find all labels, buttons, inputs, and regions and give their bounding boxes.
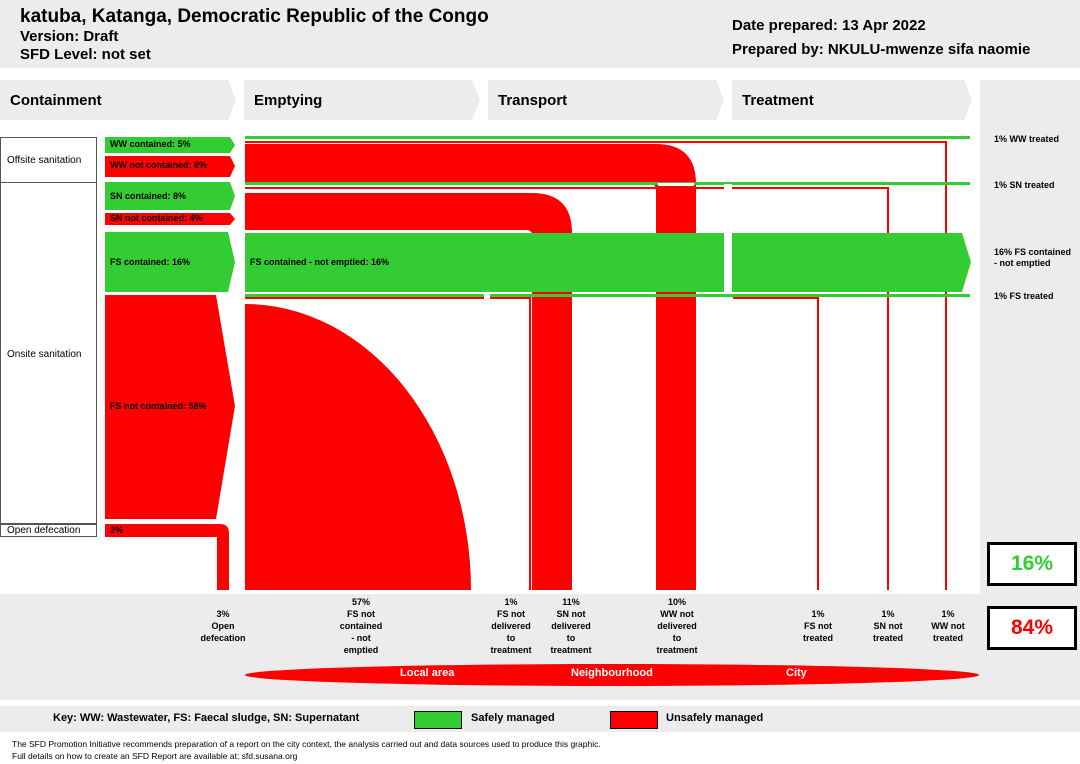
- safe-total: 16%: [987, 542, 1077, 586]
- sfd-level-label: SFD Level: not set: [20, 46, 151, 63]
- sn-not-contained-flow: [245, 193, 572, 590]
- zone-neighbourhood: Neighbourhood: [571, 667, 653, 679]
- outcome-label-sn-not-delivered: 11% SN not delivered to treatment: [550, 597, 592, 655]
- header-band: [0, 0, 1080, 68]
- sn-contained-arrow: [105, 182, 235, 210]
- fs-not-emptied-label: 16% FS contained - not emptied: [994, 247, 1072, 268]
- sn-not-contained-label: SN not contained: 4%: [110, 213, 203, 223]
- header-right: Date prepared: 13 Apr 2022 Prepared by: …: [732, 14, 1030, 62]
- ww-not-contained-label: WW not contained: 8%: [110, 160, 207, 170]
- fs-contained-arrow: [105, 232, 235, 292]
- fs-not-emptied-flow: [245, 233, 971, 292]
- date-prepared: Date prepared: 13 Apr 2022: [732, 17, 926, 34]
- totals-panel: [980, 80, 1080, 700]
- gap: [484, 294, 490, 302]
- gap: [724, 184, 732, 294]
- footer-line-1: The SFD Promotion Initiative recommends …: [12, 739, 601, 749]
- stage-chevron-transport: [488, 80, 724, 120]
- prepared-by: Prepared by: NKULU-mwenze sifa naomie: [732, 41, 1031, 58]
- ww-contained-line: [245, 136, 970, 139]
- version-label: Version: Draft: [20, 28, 119, 45]
- zone-city: City: [786, 667, 807, 679]
- fs-not-treated-flow: [733, 297, 819, 590]
- stage-transport: Transport: [498, 92, 568, 109]
- sidebar-onsite: Onsite sanitation: [0, 182, 97, 524]
- unsafe-key-label: Unsafely managed: [666, 712, 764, 724]
- zone-local-area: Local area: [400, 667, 455, 679]
- stage-chevrons: [0, 80, 972, 120]
- stage-emptying: Emptying: [254, 92, 323, 109]
- sidebar-offsite: Offsite sanitation: [0, 137, 97, 183]
- stage-containment: Containment: [10, 92, 102, 109]
- open-defecation-pct-label: 3%: [110, 525, 124, 535]
- unsafe-swatch: [610, 711, 658, 729]
- header-left: katuba, Katanga, Democratic Republic of …: [20, 6, 489, 64]
- fs-not-emptied-flow-label: FS contained - not emptied: 16%: [250, 257, 390, 267]
- ww-contained-arrow: [105, 137, 235, 153]
- sn-not-contained-arrow: [105, 213, 235, 225]
- outcome-label-fs-not-contained: 57% FS not contained - not emptied: [339, 597, 383, 655]
- outcome-label-ww-not-delivered: 10% WW not delivered to treatment: [656, 597, 698, 655]
- safe-swatch: [414, 711, 462, 729]
- fs-not-contained-arrow: [105, 295, 235, 519]
- page-title: katuba, Katanga, Democratic Republic of …: [20, 6, 489, 27]
- fs-not-contained-not-emptied-flow: [245, 304, 471, 590]
- key-band: [0, 706, 1080, 732]
- stage-chevron-containment: [0, 80, 236, 120]
- outcome-label-fs-not-delivered: 1% FS not delivered to treatment: [490, 597, 532, 655]
- gap: [658, 183, 694, 186]
- key-text: Key: WW: Wastewater, FS: Faecal sludge, …: [53, 712, 360, 724]
- sn-contained-line: [245, 182, 970, 185]
- footer-line-2: Full details on how to create an SFD Rep…: [12, 751, 298, 761]
- unsafe-total: 84%: [987, 606, 1077, 650]
- fs-not-delivered-flow: [245, 297, 531, 590]
- stage-chevron-treatment: [732, 80, 972, 120]
- fs-treated-label: 1% FS treated: [994, 291, 1054, 301]
- outcome-label-fs-not-treated: 1% FS not treated: [802, 609, 833, 643]
- stage-treatment: Treatment: [742, 92, 814, 109]
- sn-not-treated-flow: [245, 187, 889, 590]
- fs-contained-label: FS contained: 16%: [110, 257, 191, 267]
- zone-ellipse: [245, 664, 979, 686]
- ww-not-contained-arrow: [105, 156, 235, 177]
- ww-treated-label: 1% WW treated: [994, 134, 1060, 144]
- outcome-label-od: 3% Open defecation: [200, 609, 246, 643]
- ww-not-treated-flow: [245, 141, 947, 590]
- sn-contained-label: SN contained: 8%: [110, 191, 187, 201]
- sn-treated-label: 1% SN treated: [994, 180, 1055, 190]
- sidebar-open-defecation: Open defecation: [0, 524, 97, 537]
- outcome-label-sn-not-treated: 1% SN not treated: [872, 609, 903, 643]
- ww-contained-label: WW contained: 5%: [110, 139, 191, 149]
- fs-not-contained-label: FS not contained: 58%: [110, 401, 207, 411]
- safe-key-label: Safely managed: [471, 712, 555, 724]
- stage-chevron-emptying: [244, 80, 480, 120]
- open-defecation-flow: [105, 524, 229, 590]
- outcome-label-ww-not-treated: 1% WW not treated: [931, 609, 965, 643]
- fs-treated-line: [245, 294, 970, 297]
